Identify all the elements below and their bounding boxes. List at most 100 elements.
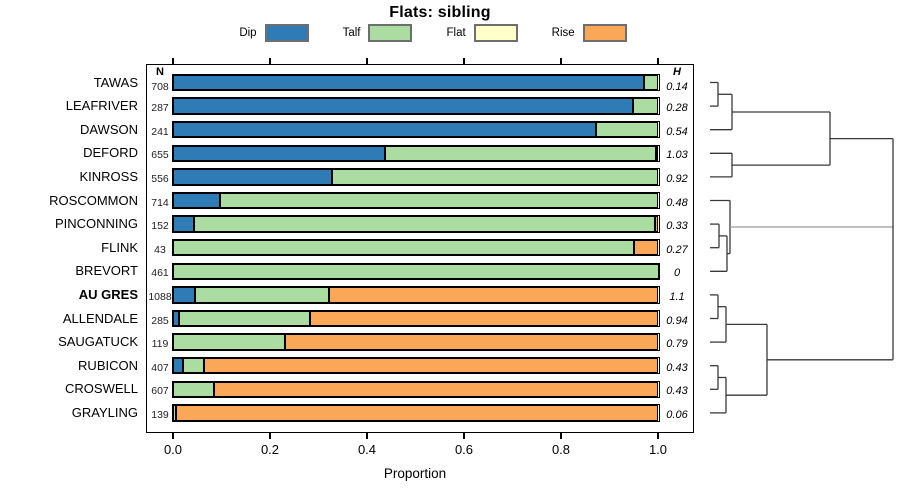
row-label-dawson: DAWSON	[79, 121, 138, 137]
legend-item-rise: Rise	[552, 24, 627, 42]
h-value: 0.79	[666, 338, 688, 351]
bar-segment-talf	[643, 74, 659, 91]
legend-swatch	[473, 24, 518, 42]
x-axis-tick-top	[560, 58, 562, 64]
x-axis-tick-top	[366, 58, 368, 64]
row-label-grayling: GRAYLING	[71, 404, 138, 420]
bar-segment-talf	[172, 381, 214, 398]
stacked-bar-flink	[171, 238, 660, 257]
row-label-allendale: ALLENDALE	[62, 310, 138, 326]
bar-segment-talf	[384, 145, 656, 162]
row-label-roscommon: ROSCOMMON	[49, 192, 138, 208]
bar-segment-dip	[172, 192, 220, 209]
n-value: 556	[151, 172, 169, 185]
bar-segment-talf	[633, 98, 659, 114]
n-value: 708	[151, 80, 169, 93]
bar-segment-dip	[172, 98, 634, 114]
bar-segment-dip	[172, 357, 183, 374]
n-value: 655	[151, 149, 169, 162]
h-value: 0.94	[666, 314, 688, 327]
bar-segment-dip	[172, 169, 333, 185]
legend-item-flat: Flat	[446, 24, 518, 42]
bar-segment-talf	[219, 192, 659, 209]
x-axis-tick-bottom	[172, 433, 174, 439]
row-label-tawas: TAWAS	[93, 74, 138, 90]
bar-segment-talf	[172, 263, 659, 280]
x-axis-tick-label: 0.2	[260, 442, 280, 457]
row-label-au-gres: AU GRES	[78, 286, 138, 302]
bar-segment-talf	[195, 287, 329, 303]
bar-segment-talf	[172, 405, 177, 421]
n-value: 285	[151, 314, 169, 327]
stacked-bar-tawas	[171, 73, 660, 92]
bar-segment-talf	[172, 239, 635, 256]
stacked-bar-grayling	[171, 404, 660, 422]
h-value: 0.14	[666, 80, 688, 93]
x-axis-tick-top	[657, 58, 659, 64]
bar-segment-rise	[176, 405, 659, 421]
bar-segment-dip	[172, 121, 597, 138]
row-label-saugatuck: SAUGATUCK	[58, 334, 138, 350]
stacked-bar-au-gres	[171, 286, 660, 304]
row-label-brevort: BREVORT	[75, 263, 138, 279]
n-value: 1088	[148, 290, 172, 303]
x-axis-tick-bottom	[657, 433, 659, 439]
h-value: 0.43	[666, 361, 688, 374]
bar-segment-dip	[172, 74, 644, 91]
bar-segment-rise	[655, 145, 659, 162]
x-axis-title: Proportion	[383, 466, 447, 481]
bar-segment-dip	[172, 287, 196, 303]
x-axis-tick-bottom	[366, 433, 368, 439]
x-axis-tick-label: 0.4	[357, 442, 377, 457]
n-value: 119	[151, 338, 169, 351]
stacked-bar-allendale	[171, 309, 660, 328]
bar-segment-dip	[172, 310, 180, 327]
n-value: 714	[151, 196, 169, 209]
stacked-bar-kinross	[171, 168, 660, 186]
h-value: 0.92	[666, 172, 688, 185]
h-value: 0.33	[666, 220, 688, 233]
bar-segment-talf	[182, 357, 205, 374]
x-axis-tick-top	[172, 58, 174, 64]
stacked-bar-rubicon	[171, 356, 660, 375]
n-value: 152	[151, 220, 169, 233]
bar-segment-talf	[596, 121, 659, 138]
h-value: 0.43	[666, 385, 688, 398]
bar-segment-talf	[172, 334, 286, 350]
legend: Dip Talf Flat Rise	[0, 24, 866, 42]
bar-segment-talf	[193, 216, 655, 232]
bar-segment-dip	[172, 216, 194, 232]
legend-swatch	[264, 24, 309, 42]
legend-swatch	[582, 24, 627, 42]
x-axis-tick-bottom	[463, 433, 465, 439]
legend-item-dip: Dip	[239, 24, 309, 42]
h-value: 0.54	[666, 125, 688, 138]
stacked-bar-brevort	[171, 262, 660, 281]
row-label-leafriver: LEAFRIVER	[65, 98, 138, 114]
h-value: 0.27	[666, 243, 688, 256]
h-value: 0.06	[666, 408, 688, 421]
row-label-rubicon: RUBICON	[78, 357, 138, 373]
bar-segment-rise	[654, 216, 659, 232]
n-value: 241	[151, 125, 169, 138]
bar-segment-talf	[179, 310, 310, 327]
stacked-bar-leafriver	[171, 97, 660, 115]
legend-label: Flat	[446, 27, 466, 39]
row-label-deford: DEFORD	[83, 145, 138, 161]
x-axis-tick-label: 0.0	[163, 442, 183, 457]
row-label-pinconning: PINCONNING	[54, 216, 138, 232]
n-value: 461	[151, 267, 169, 280]
bar-segment-talf	[332, 169, 659, 185]
chart-title: Flats: sibling	[389, 4, 491, 21]
row-label-kinross: KINROSS	[79, 168, 138, 184]
h-value: 0.28	[666, 102, 688, 115]
x-axis-tick-bottom	[560, 433, 562, 439]
legend-swatch	[368, 24, 413, 42]
x-axis-tick-bottom	[269, 433, 271, 439]
stacked-bar-deford	[171, 144, 660, 163]
legend-label: Rise	[551, 27, 575, 39]
stacked-bar-roscommon	[171, 191, 660, 210]
